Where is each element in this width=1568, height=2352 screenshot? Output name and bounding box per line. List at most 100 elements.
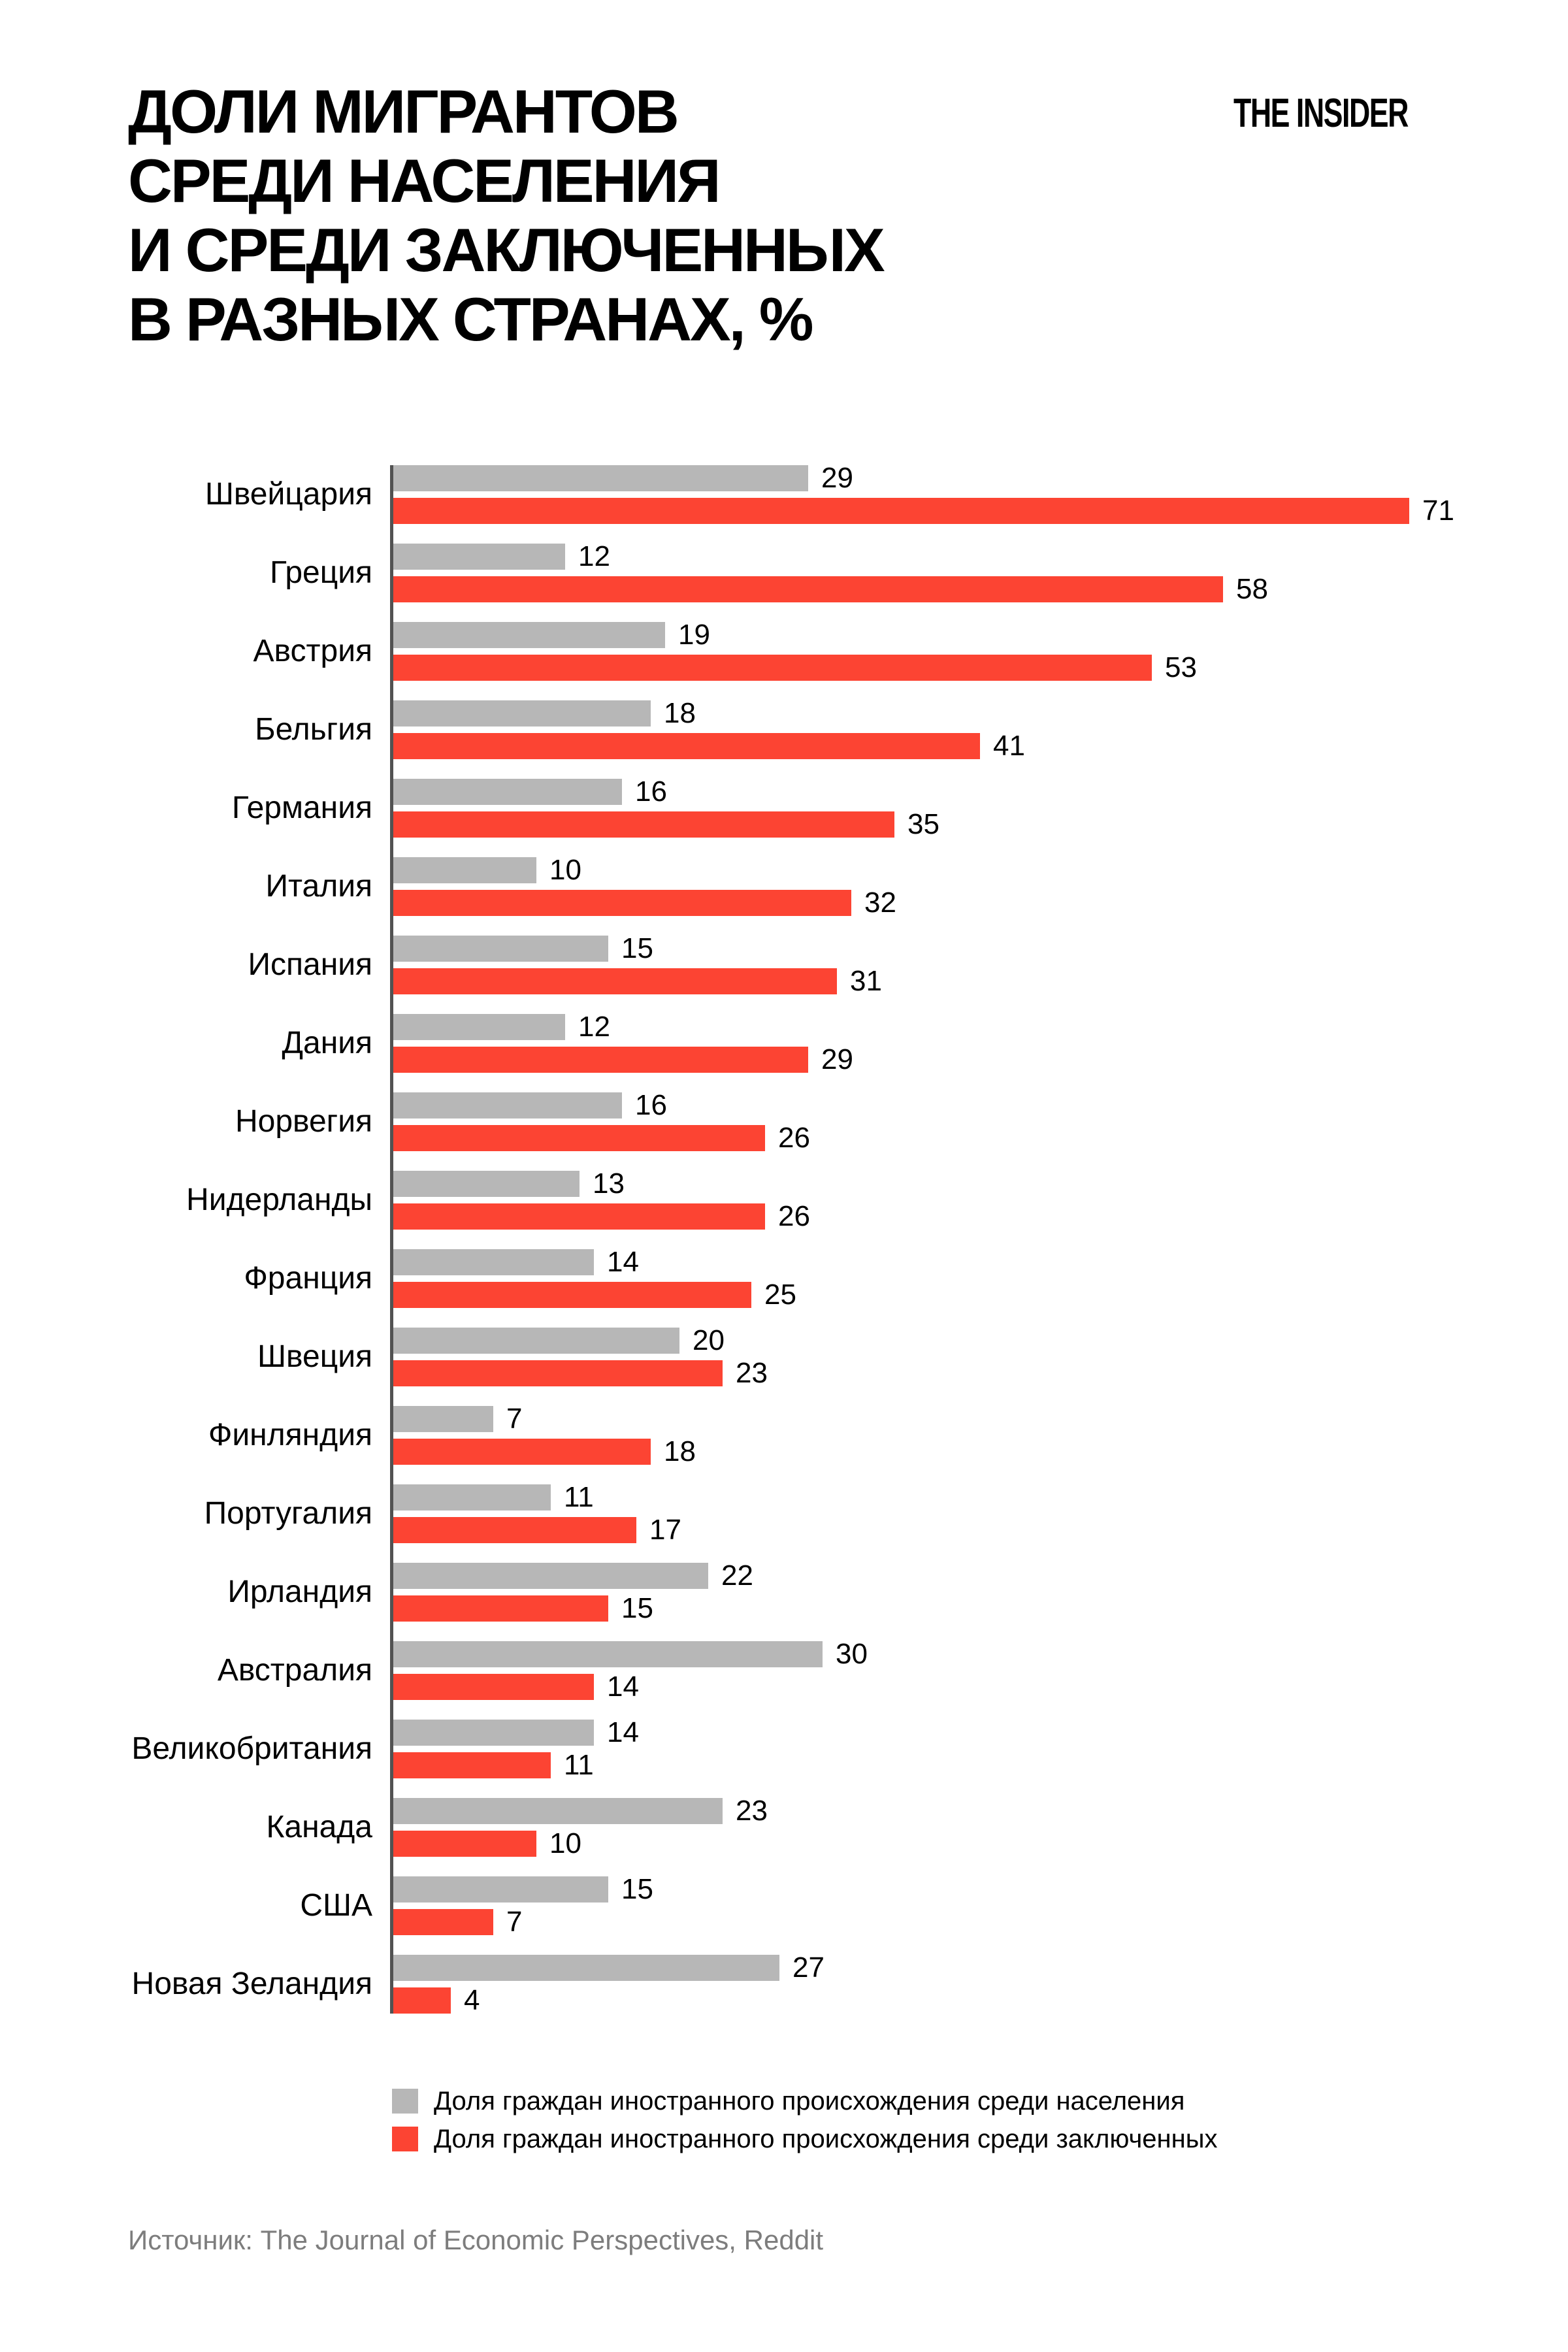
bars: 27 4 <box>393 1953 825 2016</box>
bar-group: Испания 15 31 <box>0 932 1568 996</box>
bars: 20 23 <box>393 1326 768 1388</box>
bar-population <box>393 1328 679 1354</box>
bars: 15 7 <box>393 1873 653 1938</box>
bars: 13 26 <box>393 1169 810 1232</box>
value-label: 22 <box>721 1560 753 1592</box>
bar-line-population: 7 <box>393 1403 696 1435</box>
bar-group: Канада 23 10 <box>0 1795 1568 1858</box>
bar-population <box>393 465 808 491</box>
bar-group: Швейцария 29 71 <box>0 462 1568 525</box>
country-label: Испания <box>248 947 373 982</box>
bar-line-population: 14 <box>393 1248 796 1277</box>
value-label: 11 <box>564 1481 594 1513</box>
bar-prisoners <box>393 1674 594 1700</box>
bars: 11 17 <box>393 1481 681 1544</box>
bar-line-population: 30 <box>393 1640 868 1669</box>
bar-line-population: 15 <box>393 932 882 964</box>
country-label: Португалия <box>204 1496 372 1531</box>
bar-group: Австрия 19 53 <box>0 621 1568 682</box>
bar-group: Португалия 11 17 <box>0 1481 1568 1544</box>
bar-line-prisoners: 15 <box>393 1594 753 1623</box>
bar-line-prisoners: 14 <box>393 1671 868 1703</box>
bar-prisoners <box>393 1595 608 1622</box>
bars: 12 29 <box>393 1011 853 1075</box>
bar-prisoners <box>393 576 1223 602</box>
bar-line-prisoners: 35 <box>393 810 939 839</box>
bar-prisoners <box>393 890 851 916</box>
bar-population <box>393 779 622 805</box>
bar-group: Норвегия 16 26 <box>0 1089 1568 1154</box>
bar-prisoners <box>393 1125 765 1151</box>
brand-logo: THE INSIDER <box>1233 91 1409 136</box>
value-label: 15 <box>621 1873 653 1905</box>
bar-group: Швеция 20 23 <box>0 1326 1568 1388</box>
bar-group: Италия 10 32 <box>0 856 1568 917</box>
bars: 22 15 <box>393 1560 753 1623</box>
bar-line-population: 20 <box>393 1326 768 1355</box>
value-label: 7 <box>506 1906 523 1938</box>
value-label: 4 <box>464 1984 480 2016</box>
bar-line-population: 29 <box>393 462 1454 494</box>
title-line-2: СРЕДИ НАСЕЛЕНИЯ <box>128 146 721 215</box>
bar-population <box>393 1092 622 1119</box>
bar-line-prisoners: 10 <box>393 1829 768 1858</box>
bars: 19 53 <box>393 621 1197 682</box>
legend-label-population: Доля граждан иностранного происхождения … <box>434 2087 1185 2115</box>
title-line-3: И СРЕДИ ЗАКЛЮЧЕННЫХ <box>128 216 885 284</box>
value-label: 41 <box>993 730 1025 762</box>
bar-line-prisoners: 7 <box>393 1906 653 1938</box>
value-label: 29 <box>821 462 853 494</box>
legend-label-prisoners: Доля граждан иностранного происхождения … <box>434 2125 1218 2153</box>
country-label: Австралия <box>217 1653 372 1688</box>
value-label: 26 <box>778 1200 810 1232</box>
bar-group: Бельгия 18 41 <box>0 697 1568 762</box>
bar-group: Ирландия 22 15 <box>0 1560 1568 1623</box>
country-label: Греция <box>270 555 372 590</box>
bars: 12 58 <box>393 542 1268 605</box>
value-label: 7 <box>506 1403 523 1435</box>
bar-line-prisoners: 25 <box>393 1281 796 1309</box>
value-label: 29 <box>821 1043 853 1075</box>
bar-prisoners <box>393 968 837 994</box>
value-label: 58 <box>1236 573 1268 605</box>
bar-group: Австралия 30 14 <box>0 1640 1568 1703</box>
bar-line-prisoners: 53 <box>393 653 1197 682</box>
bar-prisoners <box>393 1047 808 1073</box>
value-label: 23 <box>736 1795 768 1827</box>
country-label: Германия <box>231 791 372 825</box>
bar-line-population: 22 <box>393 1560 753 1592</box>
value-label: 26 <box>778 1122 810 1154</box>
bar-line-population: 10 <box>393 856 896 885</box>
bar-group: Греция 12 58 <box>0 542 1568 605</box>
bar-line-prisoners: 32 <box>393 889 896 917</box>
bar-population <box>393 1641 823 1667</box>
bar-line-prisoners: 58 <box>393 573 1268 605</box>
bars: 10 32 <box>393 856 896 917</box>
country-label: Норвегия <box>235 1104 372 1139</box>
legend-swatch-population <box>392 2089 418 2114</box>
title-line-1: ДОЛИ МИГРАНТОВ <box>128 77 679 146</box>
value-label: 16 <box>635 1089 667 1121</box>
value-label: 18 <box>664 697 696 729</box>
bar-line-prisoners: 23 <box>393 1359 768 1388</box>
bar-population <box>393 622 665 648</box>
value-label: 18 <box>664 1435 696 1467</box>
bars: 18 41 <box>393 697 1025 762</box>
bar-prisoners <box>393 1909 493 1935</box>
bar-prisoners <box>393 811 894 838</box>
bars: 29 71 <box>393 462 1454 525</box>
value-label: 12 <box>578 1011 610 1043</box>
bar-population <box>393 544 565 570</box>
bar-group: США 15 7 <box>0 1873 1568 1938</box>
bar-line-population: 12 <box>393 542 1268 571</box>
country-label: Канада <box>266 1810 372 1844</box>
bar-prisoners <box>393 498 1409 524</box>
value-label: 14 <box>607 1671 639 1703</box>
country-label: США <box>300 1888 372 1923</box>
country-label: Новая Зеландия <box>131 1967 372 2001</box>
bar-line-prisoners: 17 <box>393 1516 681 1544</box>
country-label: Швейцария <box>204 477 372 512</box>
bar-population <box>393 857 536 883</box>
page-title: ДОЛИ МИГРАНТОВ СРЕДИ НАСЕЛЕНИЯ И СРЕДИ З… <box>128 77 885 354</box>
value-label: 15 <box>621 932 653 964</box>
